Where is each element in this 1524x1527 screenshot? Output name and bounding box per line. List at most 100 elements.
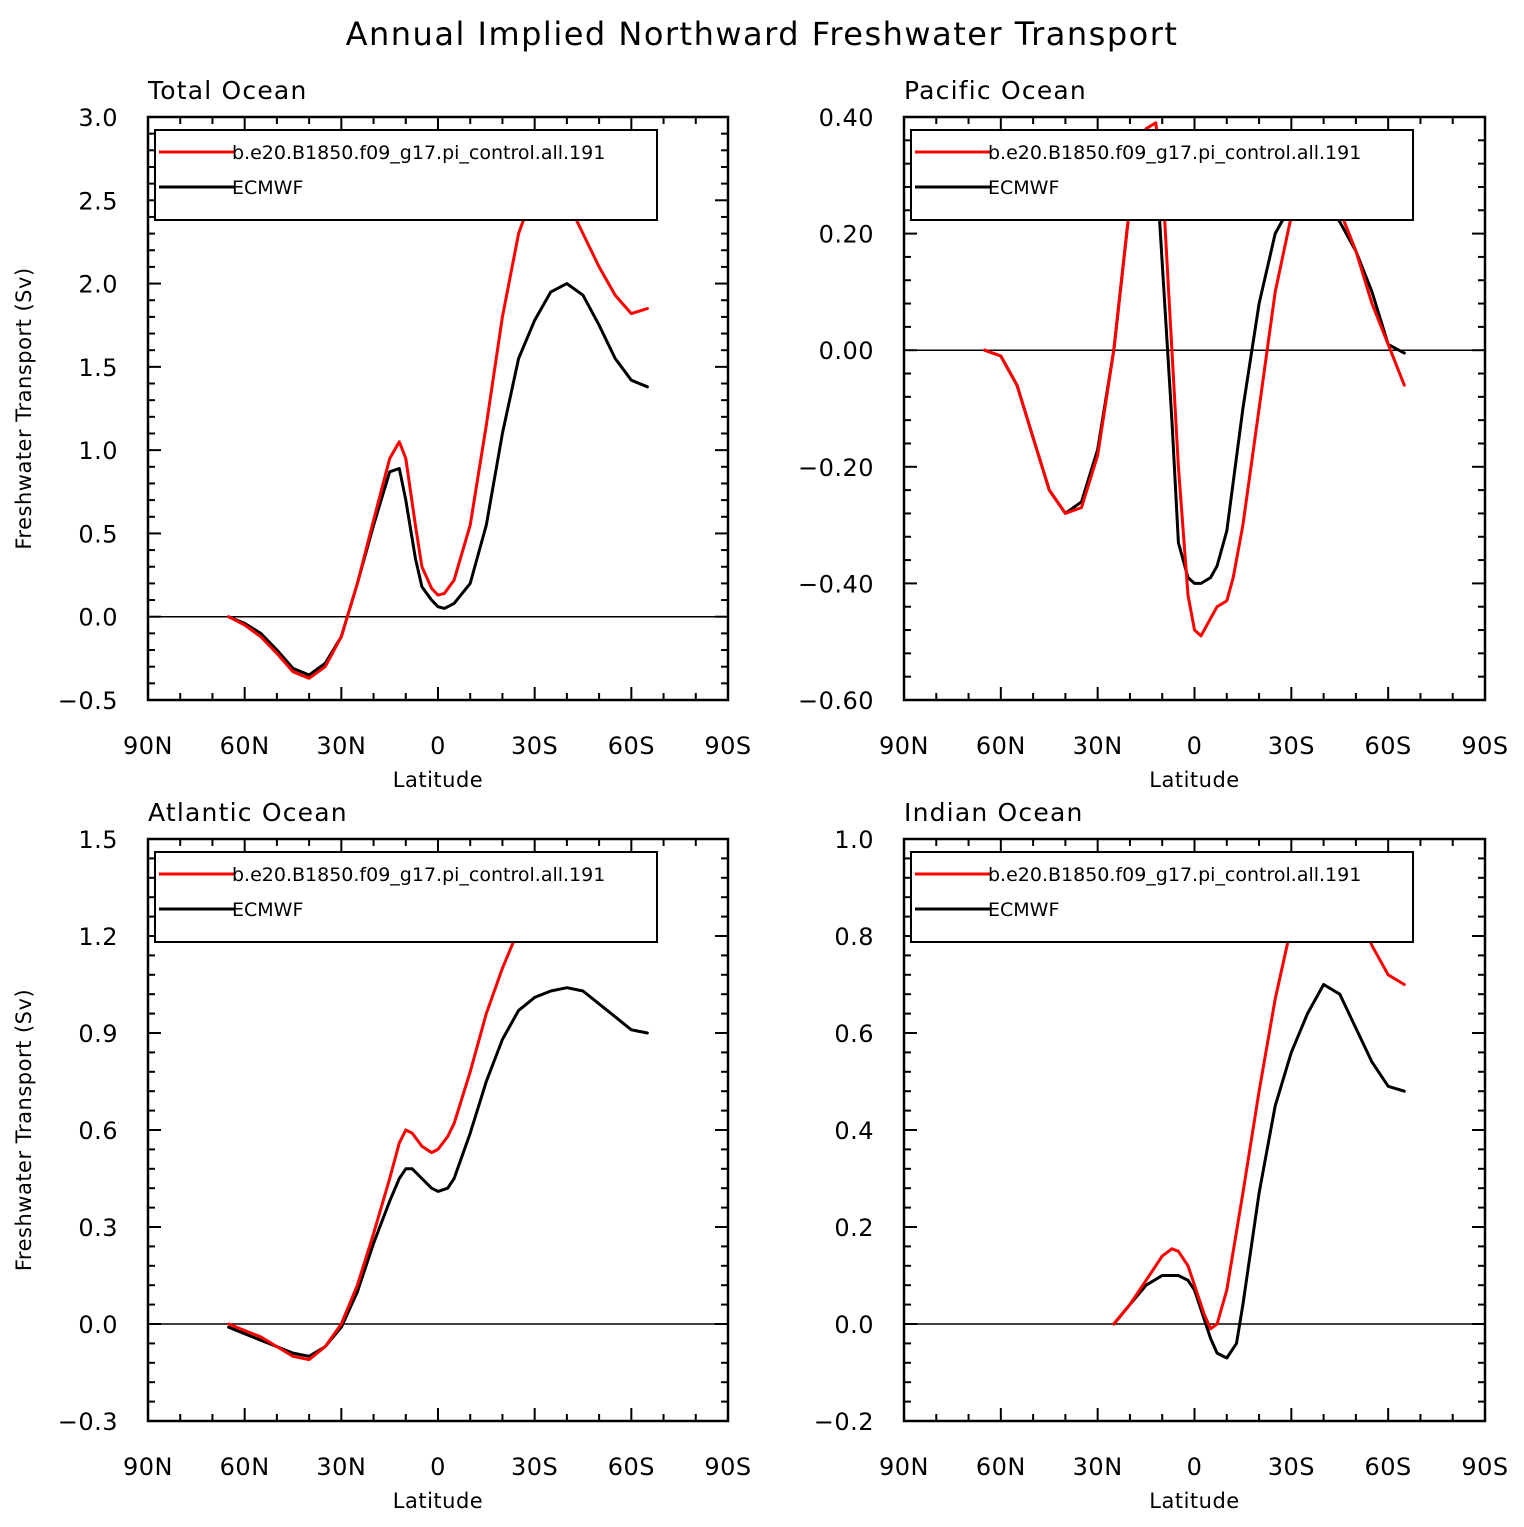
series-line-ecmwf: [227, 986, 649, 1358]
y-tick-label: −0.5: [58, 687, 118, 715]
x-tick-label: 90N: [123, 732, 173, 760]
y-tick-label: 1.0: [78, 437, 118, 465]
legend: b.e20.B1850.f09_g17.pi_control.all.191 EC…: [154, 851, 658, 943]
x-tick-label: 30N: [316, 1453, 366, 1481]
y-tick-label: 2.5: [78, 187, 118, 215]
x-tick-label: 90S: [1461, 732, 1508, 760]
y-tick-label: 0.4: [834, 1117, 874, 1145]
x-axis-label: Latitude: [393, 1489, 483, 1513]
panel-title: Indian Ocean: [904, 798, 1084, 827]
chart-panel-1: Pacific Ocean 90N 60N 30N 0 30S 60S 90S −0.60 −0.…: [798, 76, 1508, 792]
x-ticks: 90N 60N 30N 0 30S 60S 90S: [879, 839, 1508, 1481]
legend-box: [910, 129, 1414, 221]
legend-label: ECMWF: [988, 899, 1059, 921]
series-line-model: [227, 177, 649, 680]
x-axis-label: Latitude: [1149, 768, 1239, 792]
x-tick-label: 30S: [511, 732, 558, 760]
x-tick-label: 30S: [511, 1453, 558, 1481]
legend: b.e20.B1850.f09_g17.pi_control.all.191 EC…: [154, 129, 658, 221]
chart-panel-2: Atlantic Ocean 90N 60N 30N 0 30S 60S 90S −0.3 0.0…: [12, 798, 751, 1513]
x-tick-label: 30N: [316, 732, 366, 760]
y-tick-label: 3.0: [78, 104, 118, 132]
y-tick-label: 2.0: [78, 271, 118, 299]
y-tick-label: −0.40: [798, 570, 874, 598]
panel-title: Total Ocean: [147, 76, 308, 105]
y-tick-label: 0.6: [834, 1020, 874, 1048]
legend-box: [154, 851, 658, 943]
y-tick-label: 0.00: [819, 337, 874, 365]
x-tick-label: 30N: [1073, 1453, 1123, 1481]
legend-label: ECMWF: [232, 899, 303, 921]
y-ticks: −0.60 −0.40 −0.20 0.00 0.20 0.40: [798, 104, 1485, 715]
y-tick-label: 0.6: [78, 1117, 118, 1145]
y-tick-label: −0.3: [58, 1408, 118, 1436]
x-tick-label: 90N: [879, 732, 929, 760]
y-tick-label: 1.5: [78, 354, 118, 382]
series-line-ecmwf: [1112, 983, 1406, 1360]
legend-label: b.e20.B1850.f09_g17.pi_control.all.191: [988, 142, 1361, 164]
legend: b.e20.B1850.f09_g17.pi_control.all.191 EC…: [910, 129, 1414, 221]
legend-box: [154, 129, 658, 221]
y-ticks: −0.3 0.0 0.3 0.6 0.9 1.2 1.5: [58, 826, 728, 1436]
x-ticks: 90N 60N 30N 0 30S 60S 90S: [879, 117, 1508, 760]
legend-label: b.e20.B1850.f09_g17.pi_control.all.191: [232, 142, 605, 164]
figure-title: Annual Implied Northward Freshwater Tran…: [346, 15, 1179, 53]
legend-label: b.e20.B1850.f09_g17.pi_control.all.191: [232, 864, 605, 886]
panel-title: Atlantic Ocean: [148, 798, 348, 827]
chart-panel-0: Total Ocean 90N 60N 30N 0 30S 60S 90S −0.5 0.0 0.5…: [12, 76, 751, 792]
x-tick-label: 30S: [1268, 1453, 1315, 1481]
x-tick-label: 90S: [704, 732, 751, 760]
x-axis-label: Latitude: [1149, 1489, 1239, 1513]
x-tick-label: 60N: [220, 1453, 270, 1481]
y-tick-label: 0.0: [834, 1311, 874, 1339]
x-tick-label: 90S: [1461, 1453, 1508, 1481]
x-tick-label: 0: [430, 1453, 446, 1481]
y-tick-label: −0.60: [798, 687, 874, 715]
y-tick-label: 1.2: [78, 923, 118, 951]
x-tick-label: 30S: [1268, 732, 1315, 760]
x-tick-label: 60N: [976, 1453, 1026, 1481]
x-ticks: 90N 60N 30N 0 30S 60S 90S: [123, 117, 751, 760]
y-tick-label: 0.5: [78, 520, 118, 548]
y-axis-label: Freshwater Transport (Sv): [12, 267, 36, 549]
x-tick-label: 60S: [1365, 732, 1412, 760]
legend-label: ECMWF: [988, 177, 1059, 199]
y-tick-label: 0.3: [78, 1214, 118, 1242]
legend-label: b.e20.B1850.f09_g17.pi_control.all.191: [988, 864, 1361, 886]
x-tick-label: 90N: [123, 1453, 173, 1481]
panel-title: Pacific Ocean: [904, 76, 1087, 105]
y-tick-label: −0.20: [798, 454, 874, 482]
x-ticks: 90N 60N 30N 0 30S 60S 90S: [123, 839, 751, 1481]
y-axis-label: Freshwater Transport (Sv): [12, 989, 36, 1271]
x-axis-label: Latitude: [393, 768, 483, 792]
x-tick-label: 30N: [1073, 732, 1123, 760]
x-tick-label: 60N: [220, 732, 270, 760]
x-tick-label: 60S: [1365, 1453, 1412, 1481]
y-tick-label: 0.0: [78, 604, 118, 632]
x-tick-label: 60N: [976, 732, 1026, 760]
legend-label: ECMWF: [232, 177, 303, 199]
x-tick-label: 90S: [704, 1453, 751, 1481]
x-tick-label: 60S: [608, 732, 655, 760]
series-line-model: [227, 876, 649, 1362]
y-tick-label: 1.0: [834, 826, 874, 854]
x-tick-label: 0: [1187, 1453, 1203, 1481]
x-tick-label: 0: [430, 732, 446, 760]
y-tick-label: 0.40: [819, 104, 874, 132]
x-tick-label: 60S: [608, 1453, 655, 1481]
y-tick-label: −0.2: [814, 1408, 874, 1436]
y-tick-label: 1.5: [78, 826, 118, 854]
x-tick-label: 90N: [879, 1453, 929, 1481]
y-ticks: −0.2 0.0 0.2 0.4 0.6 0.8 1.0: [814, 826, 1485, 1436]
y-tick-label: 0.2: [834, 1214, 874, 1242]
y-tick-label: 0.0: [78, 1311, 118, 1339]
y-tick-label: 0.8: [834, 923, 874, 951]
legend-box: [910, 851, 1414, 943]
y-tick-label: 0.9: [78, 1020, 118, 1048]
panels: Total Ocean 90N 60N 30N 0 30S 60S 90S −0.5 0.0 0.5…: [12, 76, 1508, 1513]
legend: b.e20.B1850.f09_g17.pi_control.all.191 EC…: [910, 851, 1414, 943]
x-tick-label: 0: [1187, 732, 1203, 760]
chart-panel-3: Indian Ocean 90N 60N 30N 0 30S 60S 90S −0.2 0.0 0.…: [814, 798, 1508, 1513]
series-line-ecmwf: [227, 282, 649, 677]
